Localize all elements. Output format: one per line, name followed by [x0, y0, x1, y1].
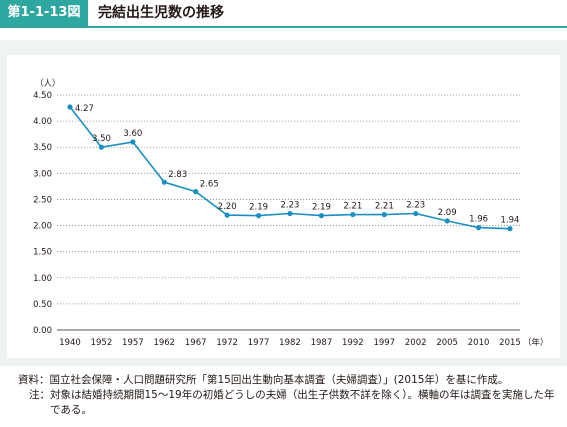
- data-label: 1.94: [501, 216, 520, 226]
- data-point: [130, 139, 136, 145]
- data-label: 2.19: [249, 203, 268, 213]
- x-tick-label: 2002: [405, 338, 427, 348]
- data-point: [193, 189, 199, 195]
- data-point: [350, 211, 356, 218]
- data-point: [67, 104, 73, 110]
- figure-number-label: 第1-1-13図: [0, 0, 88, 26]
- data-label: 1.96: [469, 215, 488, 225]
- source-note-head: 資料：: [18, 374, 50, 386]
- data-point: [413, 210, 419, 217]
- header-divider: [0, 26, 567, 28]
- x-tick-label: 1940: [59, 338, 81, 348]
- figure-header: 第1-1-13図 完結出生児数の推移: [0, 0, 567, 28]
- data-label: 2.23: [406, 201, 425, 211]
- y-tick-label: 4.50: [33, 91, 52, 101]
- line-chart: （人） 0.00 0.50 1.00 1.50 2.00 2.50 3.00 3.50 4.00 4…: [33, 78, 549, 348]
- x-tick-label: 2010: [468, 338, 490, 348]
- y-tick-label: 3.50: [33, 143, 52, 153]
- data-label: 2.65: [200, 180, 219, 190]
- data-point: [161, 179, 167, 185]
- data-point: [507, 226, 513, 232]
- y-tick-label: 0.00: [33, 326, 52, 336]
- data-label: 2.09: [438, 208, 457, 218]
- x-unit-label: （年）: [523, 337, 549, 348]
- data-point: [287, 210, 293, 217]
- data-label: 4.27: [75, 104, 94, 114]
- x-tick-label: 1977: [248, 338, 270, 348]
- x-tick-label: 1967: [185, 338, 207, 348]
- y-tick-label: 0.50: [33, 300, 52, 310]
- x-tick-label: 2005: [436, 338, 458, 348]
- data-label: 2.21: [375, 202, 394, 212]
- source-note-text: 国立社会保障・人口問題研究所「第15回出生動向基本調査（夫婦調査）」(2015年…: [49, 374, 509, 386]
- y-tick-label: 1.00: [33, 274, 52, 284]
- data-point: [98, 144, 105, 150]
- y-tick-label: 2.50: [33, 195, 52, 205]
- y-tick-label: 4.00: [33, 117, 52, 127]
- x-tick-label: 1957: [122, 338, 144, 348]
- x-tick-label: 1992: [342, 338, 364, 348]
- chart-panel: （人） 0.00 0.50 1.00 1.50 2.00 2.50 3.00 3.50 4.00 4…: [0, 40, 567, 366]
- data-point: [224, 212, 230, 218]
- data-point: [255, 213, 262, 219]
- y-tick-label: 2.00: [33, 222, 52, 232]
- figure-notes: 資料： 国立社会保障・人口問題研究所「第15回出生動向基本調査（夫婦調査）」(2…: [18, 373, 563, 418]
- y-tick-label: 3.00: [33, 169, 52, 179]
- data-point: [318, 213, 325, 219]
- data-label: 3.50: [92, 134, 111, 144]
- x-tick-label: 1987: [311, 338, 333, 348]
- data-label: 2.19: [312, 203, 331, 213]
- data-label: 2.23: [281, 201, 300, 211]
- figure-title: 完結出生児数の推移: [98, 5, 224, 21]
- x-tick-label: 1972: [216, 338, 238, 348]
- data-label: 2.20: [218, 202, 237, 212]
- data-label: 2.21: [343, 202, 362, 212]
- data-label: 3.60: [123, 129, 142, 139]
- y-unit-label: （人）: [35, 78, 61, 89]
- y-tick-label: 1.50: [33, 248, 52, 258]
- data-point: [381, 211, 387, 218]
- caveat-note-text: 対象は結婚持続期間15～19年の初婚どうしの夫婦（出生子供数不詳を除く）。横軸の…: [50, 389, 555, 416]
- plot-area: （人） 0.00 0.50 1.00 1.50 2.00 2.50 3.00 3.50 4.00 4…: [7, 55, 560, 358]
- data-point: [475, 225, 482, 231]
- x-tick-label: 1962: [153, 338, 175, 348]
- x-tick-label: 2015: [499, 338, 521, 348]
- x-tick-label: 1952: [91, 338, 113, 348]
- data-point: [444, 218, 450, 224]
- caveat-note: 注： 対象は結婚持続期間15～19年の初婚どうしの夫婦（出生子供数不詳を除く）。…: [18, 388, 563, 418]
- source-note: 資料： 国立社会保障・人口問題研究所「第15回出生動向基本調査（夫婦調査）」(2…: [18, 373, 563, 388]
- data-label: 2.83: [168, 170, 187, 180]
- x-tick-label: 1997: [373, 338, 395, 348]
- x-tick-label: 1982: [279, 338, 301, 348]
- caveat-note-head: 注：: [29, 389, 50, 401]
